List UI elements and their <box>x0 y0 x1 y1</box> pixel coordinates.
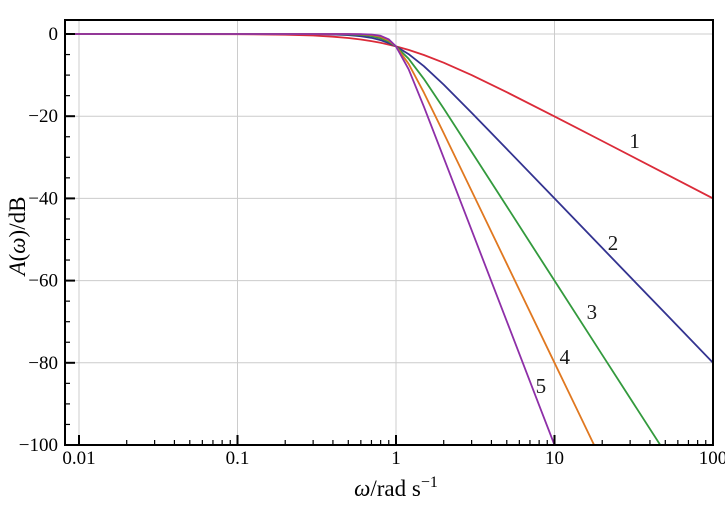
axis-ticks <box>65 33 714 446</box>
tick-labels: 0.01 0.1 1 10 100 0 −20 −40 −60 −80 −100 <box>19 24 725 469</box>
y-tick-label-0: 0 <box>49 24 59 45</box>
curve-label-2: 2 <box>608 231 619 255</box>
x-tick-label-0.01: 0.01 <box>62 448 95 469</box>
x-tick-label-1: 1 <box>391 448 401 469</box>
curve-order-5 <box>65 33 556 445</box>
curve-label-1: 1 <box>629 129 640 153</box>
filter-curves <box>65 33 713 445</box>
y-tick-label--60: −60 <box>28 271 58 292</box>
curve-label-3: 3 <box>587 300 598 324</box>
x-tick-label-10: 10 <box>545 448 564 469</box>
curve-label-5: 5 <box>536 374 547 398</box>
x-tick-label-100: 100 <box>699 448 725 469</box>
x-axis-title: ω/rad s−1 <box>354 474 438 501</box>
curve-labels: 1 2 345 <box>536 129 640 398</box>
y-tick-label--40: −40 <box>28 188 58 209</box>
y-tick-label--20: −20 <box>28 106 58 127</box>
curve-label-4: 4 <box>559 345 570 369</box>
y-axis-title: A(ω)/dB <box>5 197 30 278</box>
y-tick-label--100: −100 <box>19 435 58 456</box>
x-tick-label-0.1: 0.1 <box>226 448 250 469</box>
y-tick-label--80: −80 <box>28 353 58 374</box>
